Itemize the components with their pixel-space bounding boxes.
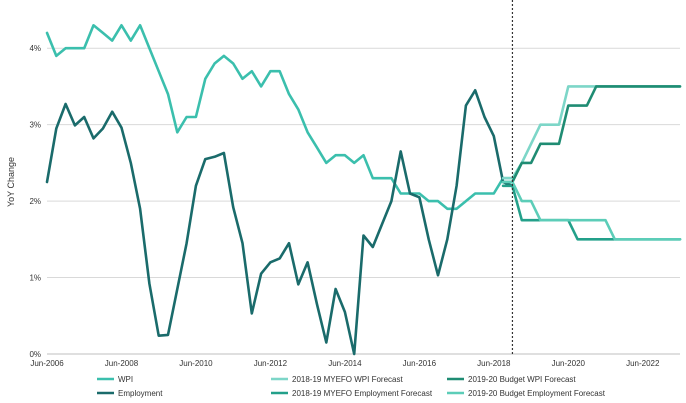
x-tick-label: Jun-2014 bbox=[328, 359, 362, 368]
y-tick-label: 1% bbox=[29, 274, 41, 283]
x-tick-label: Jun-2018 bbox=[477, 359, 511, 368]
x-tick-label: Jun-2012 bbox=[254, 359, 288, 368]
x-tick-label: Jun-2010 bbox=[179, 359, 213, 368]
series-line-budget-employment bbox=[501, 180, 682, 241]
y-tick-label: 0% bbox=[29, 350, 41, 359]
axes: 0% 1% 2% 3% 4% Jun-2006 Jun-2008 Jun-2010 Jun-20… bbox=[6, 44, 680, 368]
legend-label: WPI bbox=[118, 375, 133, 384]
y-axis-title: YoY Change bbox=[6, 157, 16, 207]
series-lines bbox=[45, 23, 682, 356]
legend-label: 2019-20 Budget WPI Forecast bbox=[468, 375, 576, 384]
x-tick-label: Jun-2022 bbox=[626, 359, 660, 368]
series-line-employment bbox=[45, 89, 514, 356]
legend-label: 2019-20 Budget Employment Forecast bbox=[468, 389, 606, 398]
series-line-wpi bbox=[45, 23, 514, 211]
y-tick-label: 4% bbox=[29, 44, 41, 53]
x-tick-label: Jun-2016 bbox=[403, 359, 437, 368]
series-line-myefo-employment bbox=[501, 184, 682, 241]
y-tick-label: 2% bbox=[29, 197, 41, 206]
series-line-myefo-wpi bbox=[501, 85, 682, 180]
x-tick-label: Jun-2006 bbox=[30, 359, 64, 368]
series-line-budget-wpi bbox=[501, 85, 682, 184]
legend-label: Employment bbox=[118, 389, 163, 398]
legend: WPI 2018-19 MYEFO WPI Forecast 2019-20 Bud… bbox=[97, 375, 606, 398]
x-tick-label: Jun-2008 bbox=[105, 359, 139, 368]
x-tick-label: Jun-2020 bbox=[552, 359, 586, 368]
y-tick-label: 3% bbox=[29, 121, 41, 130]
legend-label: 2018-19 MYEFO Employment Forecast bbox=[292, 389, 433, 398]
gridlines bbox=[47, 47, 680, 279]
legend-label: 2018-19 MYEFO WPI Forecast bbox=[292, 375, 403, 384]
